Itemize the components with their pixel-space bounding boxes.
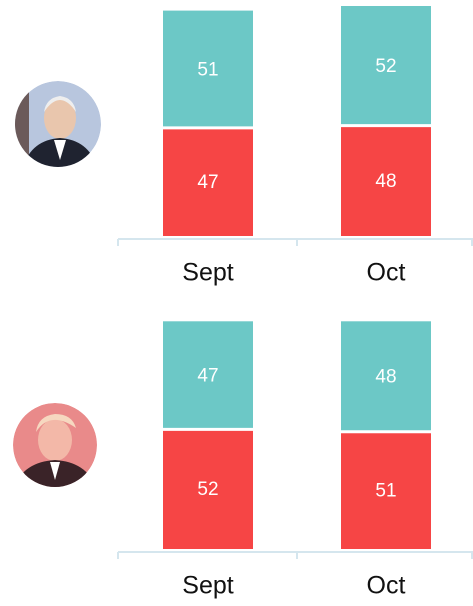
x-tick-label: Oct (367, 572, 406, 600)
bar-segment (341, 6, 431, 126)
value-label: 52 (375, 56, 396, 77)
value-label: 47 (197, 365, 218, 386)
value-label: 52 (197, 479, 218, 500)
bar-segment (163, 321, 253, 430)
x-tick-label: Sept (182, 259, 233, 287)
portrait-top (15, 81, 101, 167)
portrait-bottom (13, 403, 97, 487)
bar-segment (341, 125, 431, 236)
x-tick-label: Sept (182, 572, 233, 600)
bar-segment (341, 431, 431, 549)
x-tick-label: Oct (367, 259, 406, 287)
value-label: 48 (375, 171, 396, 192)
bar-segment (163, 10, 253, 128)
value-label: 47 (197, 172, 218, 193)
bar-segment (163, 429, 253, 549)
value-label: 51 (197, 59, 218, 80)
value-label: 51 (375, 480, 396, 501)
bar-segment (341, 321, 431, 432)
bar-segment (163, 127, 253, 236)
value-label: 48 (375, 367, 396, 388)
